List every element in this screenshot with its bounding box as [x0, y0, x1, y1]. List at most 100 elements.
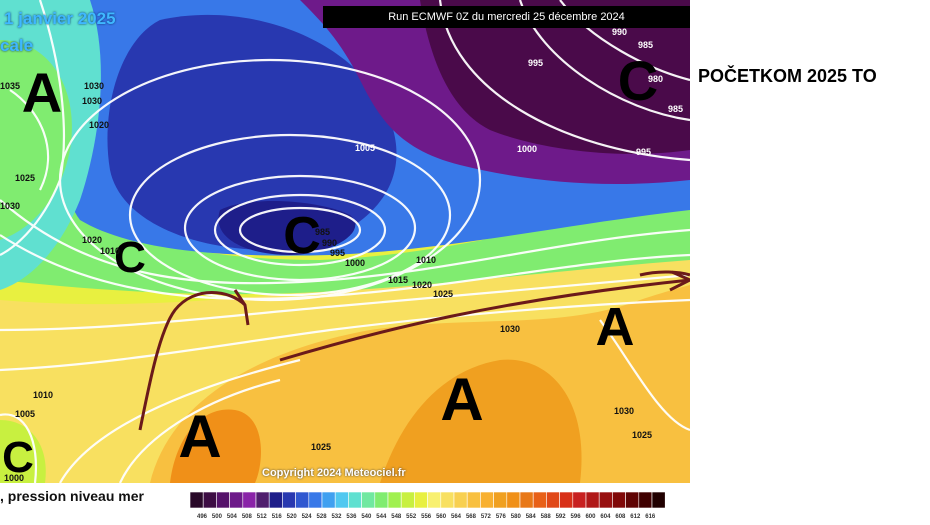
legend-swatch — [414, 491, 428, 509]
legend-swatch — [321, 491, 336, 509]
legend-label: 596 — [571, 514, 582, 520]
legend-swatch — [268, 491, 283, 509]
flow-arrows — [138, 270, 690, 431]
legend-label: 508 — [242, 514, 253, 520]
legend-swatch — [374, 491, 389, 509]
legend-swatch — [493, 491, 508, 509]
legend-swatch — [229, 491, 244, 509]
isobar-label: 985 — [315, 227, 330, 237]
isobar-label: 1030 — [500, 324, 520, 334]
hot-core-west — [170, 409, 261, 483]
map-subtitle: cale — [0, 36, 34, 55]
isobar-label: 980 — [648, 74, 663, 84]
run-banner: Run ECMWF 0Z du mercredi 25 décembre 202… — [323, 6, 690, 28]
legend-label: 552 — [406, 514, 417, 520]
isobar-label: 1020 — [82, 235, 102, 245]
legend-swatch — [532, 491, 547, 509]
legend-label: 528 — [317, 514, 328, 520]
legend-label: 600 — [585, 514, 596, 520]
low-southwest: C — [2, 433, 34, 482]
legend-swatch — [598, 491, 613, 509]
legend-label: 500 — [212, 514, 223, 520]
isobar-label: 985 — [638, 40, 653, 50]
legend-label: 524 — [302, 514, 313, 520]
high-east: A — [596, 297, 635, 357]
legend-label: 612 — [630, 514, 641, 520]
low-deep — [107, 14, 397, 250]
legend-label: 572 — [481, 514, 492, 520]
legend-swatch — [546, 491, 560, 509]
high-mediterranean: A — [440, 366, 483, 433]
hot-core-italy — [380, 359, 582, 483]
pressure-map-svg: A C C C C A A A 1035 1030 1030 1020 1025… — [0, 0, 690, 483]
copyright-text: Copyright 2024 Meteociel.fr — [262, 467, 406, 479]
isobar-label: 1005 — [355, 143, 375, 153]
legend-swatch — [427, 491, 442, 509]
headline-text: POČETKOM 2025 TO — [698, 66, 877, 86]
legend-swatch — [190, 491, 204, 509]
color-scale-legend: 496 500 504 508 512 516 520 524 528 532 536 540 544 5… — [190, 491, 666, 520]
isobar-label: 1025 — [15, 173, 35, 183]
legend-swatch — [585, 491, 600, 509]
low-northeast: C — [618, 49, 658, 112]
legend-label: 536 — [346, 514, 357, 520]
isobar-label: 1030 — [82, 96, 102, 106]
legend-swatch — [400, 491, 415, 509]
isobar-label: 1010 — [33, 390, 53, 400]
legend-label: 504 — [227, 514, 238, 520]
legend-label: 544 — [376, 514, 387, 520]
legend-swatch — [295, 491, 310, 509]
legend-swatch — [334, 491, 349, 509]
legend-swatch — [506, 491, 521, 509]
isobar-label: 1010 — [100, 246, 120, 256]
legend-label: 576 — [496, 514, 507, 520]
legend-label: 616 — [645, 514, 656, 520]
legend-swatch — [348, 491, 362, 509]
legend-label: 548 — [391, 514, 402, 520]
isobar-label: 1030 — [0, 201, 20, 211]
legend-label: 516 — [272, 514, 283, 520]
legend-label: 564 — [451, 514, 462, 520]
legend-label: 496 — [197, 514, 208, 520]
legend-swatch — [282, 491, 296, 509]
isobar-label: 995 — [330, 248, 345, 258]
legend-swatch — [651, 491, 666, 509]
legend-swatch — [625, 491, 640, 509]
isobar-label: 1000 — [4, 473, 24, 483]
isobar-labels: 1035 1030 1030 1020 1025 1030 1020 1010 … — [0, 27, 683, 483]
legend-swatch — [308, 491, 323, 509]
isobar-label: 985 — [668, 104, 683, 114]
weather-map: A C C C C A A A 1035 1030 1030 1020 1025… — [0, 0, 690, 483]
legend-label: 604 — [600, 514, 611, 520]
isobar-label: 1000 — [345, 258, 365, 268]
isobar-label: 995 — [636, 147, 651, 157]
west-core — [0, 40, 72, 240]
legend-label: 520 — [287, 514, 298, 520]
isobar-label: 1025 — [311, 442, 331, 452]
legend-swatch — [480, 491, 494, 509]
low-core — [218, 200, 356, 255]
green-band — [0, 160, 690, 295]
legend-swatch — [202, 491, 217, 509]
isobar-label: 1000 — [517, 144, 537, 154]
legend-swatch — [255, 491, 270, 509]
legend-label: 532 — [331, 514, 342, 520]
isobar-label: 1030 — [84, 81, 104, 91]
legend-swatch — [466, 491, 481, 509]
sw-low-zone — [0, 420, 46, 483]
legend-label: 580 — [511, 514, 522, 520]
high-northwest: A — [22, 61, 62, 124]
legend-label: 584 — [526, 514, 537, 520]
legend-label: 540 — [361, 514, 372, 520]
isobar-label: 1005 — [15, 409, 35, 419]
isobar-label: 1010 — [416, 255, 436, 265]
legend-swatch — [453, 491, 468, 509]
isobar-label: 990 — [612, 27, 627, 37]
low-central: C — [283, 207, 321, 265]
isobar-lines — [0, 0, 690, 483]
legend-swatch — [612, 491, 626, 509]
isobar-label: 1025 — [433, 289, 453, 299]
isobar-label: 1025 — [632, 430, 652, 440]
legend-label: 592 — [556, 514, 567, 520]
legend-swatch — [440, 491, 455, 509]
